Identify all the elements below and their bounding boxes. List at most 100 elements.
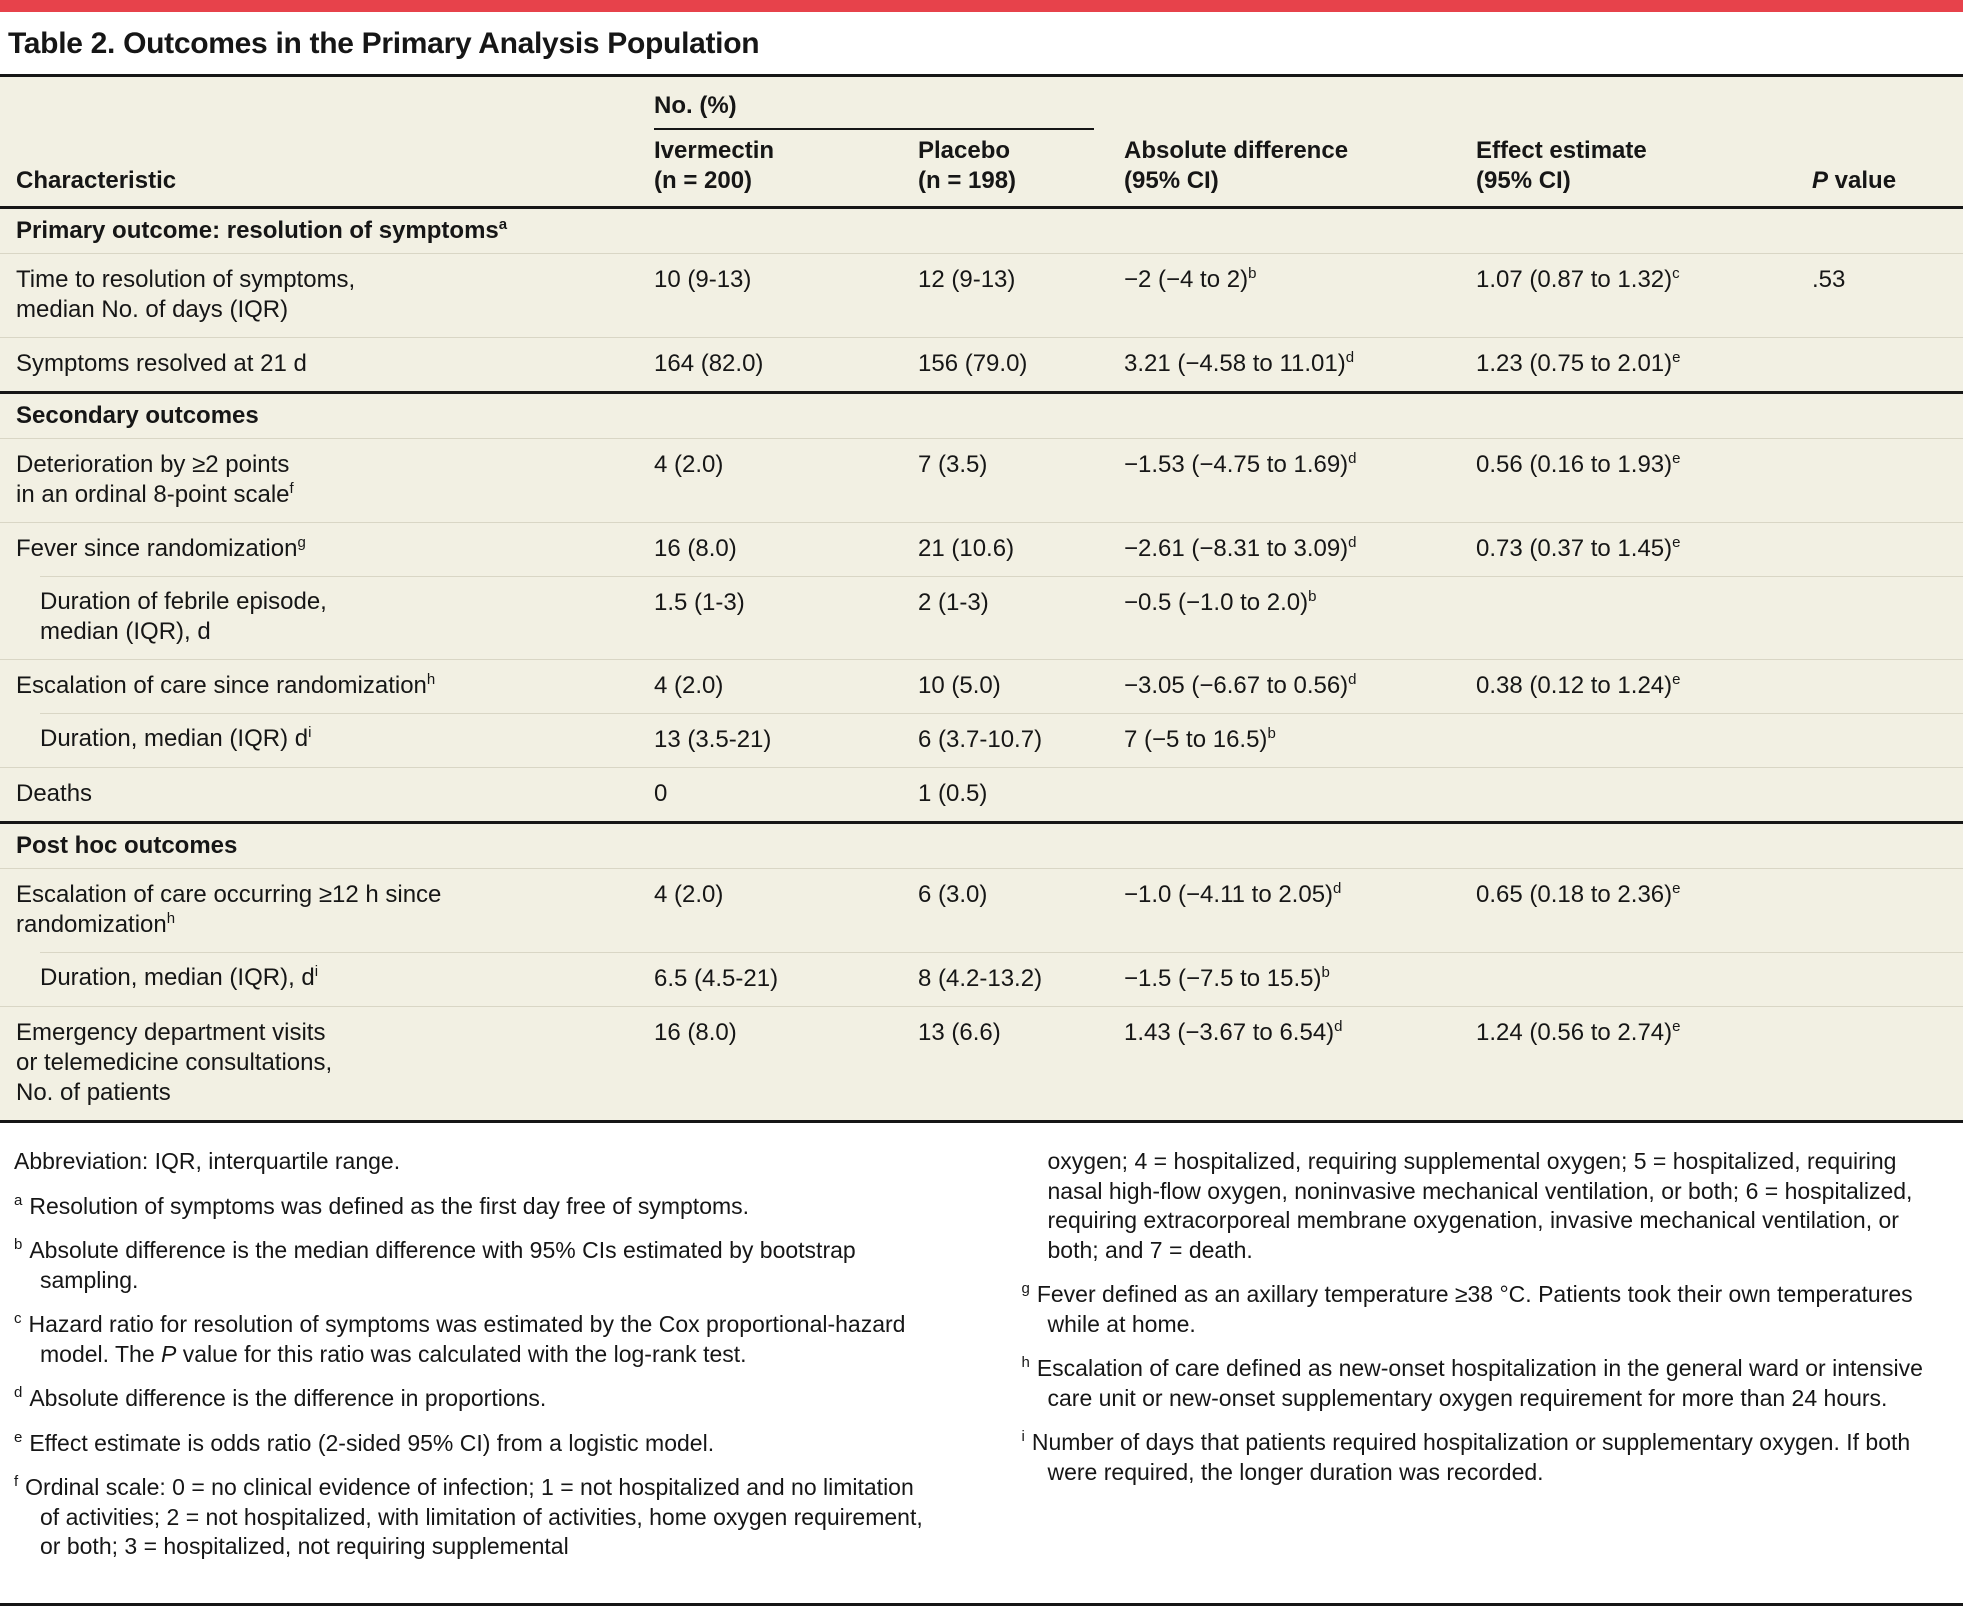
cell-ivermectin: 13 (3.5-21) xyxy=(654,713,918,767)
cell-characteristic: Deaths xyxy=(0,767,654,821)
cell-ivermectin: 1.5 (1-3) xyxy=(654,576,918,659)
cell-absolute-difference: −2.61 (−8.31 to 3.09)d xyxy=(1124,522,1476,576)
footnote-marker: b xyxy=(1321,964,1330,981)
table-row: Escalation of care occurring ≥12 h since… xyxy=(0,868,1963,952)
cell-p-value xyxy=(1812,767,1963,821)
section-row-secondary-outcomes: Secondary outcomes xyxy=(0,391,1963,438)
label-line: median (IQR), d xyxy=(40,618,211,645)
value-text: 1.07 (0.87 to 1.32) xyxy=(1476,266,1673,293)
label-text: Fever since randomization xyxy=(16,535,298,562)
label-text: in an ordinal 8-point scale xyxy=(16,481,290,508)
footnote-letter: e xyxy=(14,1428,23,1446)
footnote-marker: d xyxy=(1333,880,1342,897)
value-text: −1.0 (−4.11 to 2.05) xyxy=(1124,881,1334,908)
col-header-p-value: P value xyxy=(1812,77,1963,209)
cell-effect-estimate: 0.73 (0.37 to 1.45)e xyxy=(1476,522,1812,576)
table-row: Deaths 0 1 (0.5) xyxy=(0,767,1963,821)
col-header-ivermectin: Ivermectin (n = 200) xyxy=(654,130,918,209)
footnote-b: b Absolute difference is the median diffe… xyxy=(14,1236,938,1295)
accent-bar xyxy=(0,0,1963,12)
cell-effect-estimate: 1.07 (0.87 to 1.32)c xyxy=(1476,253,1812,337)
footnote-marker: d xyxy=(1348,671,1357,688)
cell-placebo: 2 (1-3) xyxy=(918,576,1124,659)
cell-absolute-difference: −2 (−4 to 2)b xyxy=(1124,253,1476,337)
outcomes-table: Characteristic No. (%) Absolute differen… xyxy=(0,74,1963,1123)
col-header-placebo-line1: Placebo xyxy=(918,137,1011,164)
value-text: 0.38 (0.12 to 1.24) xyxy=(1476,672,1673,699)
cell-effect-estimate: 0.38 (0.12 to 1.24)e xyxy=(1476,659,1812,713)
cell-absolute-difference: 7 (−5 to 16.5)b xyxy=(1124,713,1476,767)
footnote-f: f Ordinal scale: 0 = no clinical evidence… xyxy=(14,1473,938,1562)
cell-characteristic: Time to resolution of symptoms, median N… xyxy=(0,253,654,337)
footnote-marker: e xyxy=(1672,450,1681,467)
page-title: Table 2. Outcomes in the Primary Analysi… xyxy=(8,27,760,60)
table-row: Symptoms resolved at 21 d 164 (82.0) 156… xyxy=(0,337,1963,391)
footnote-text: Ordinal scale: 0 = no clinical evidence … xyxy=(25,1474,923,1559)
cell-characteristic: Duration of febrile episode, median (IQR… xyxy=(0,576,654,659)
label-line: median No. of days (IQR) xyxy=(16,296,289,323)
col-header-absolute-difference: Absolute difference (95% CI) xyxy=(1124,77,1476,209)
footnote-marker: d xyxy=(1348,450,1357,467)
label-text: Duration, median (IQR), d xyxy=(40,964,315,991)
footnote-marker: d xyxy=(1348,534,1357,551)
section-label: Secondary outcomes xyxy=(0,391,1963,438)
value-text: 1.24 (0.56 to 2.74) xyxy=(1476,1019,1673,1046)
footnote-letter: a xyxy=(14,1191,23,1209)
footnote-f-continued: oxygen; 4 = hospitalized, requiring supp… xyxy=(1047,1148,1913,1263)
cell-placebo: 10 (5.0) xyxy=(918,659,1124,713)
label-line: No. of patients xyxy=(16,1079,171,1106)
cell-effect-estimate: 1.23 (0.75 to 2.01)e xyxy=(1476,337,1812,391)
footnote-marker: a xyxy=(498,216,508,233)
col-header-ivermectin-line1: Ivermectin xyxy=(654,137,775,164)
table-row: Emergency department visits or telemedic… xyxy=(0,1006,1963,1120)
cell-ivermectin: 4 (2.0) xyxy=(654,659,918,713)
footnote-g: g Fever defined as an axillary temperatur… xyxy=(1022,1280,1946,1339)
cell-effect-estimate xyxy=(1476,713,1812,767)
cell-p-value xyxy=(1812,576,1963,659)
cell-effect-estimate: 0.65 (0.18 to 2.36)e xyxy=(1476,868,1812,952)
footnote-letter: g xyxy=(1021,1280,1030,1298)
col-header-absolute-difference-line2: (95% CI) xyxy=(1124,167,1219,194)
cell-absolute-difference: 1.43 (−3.67 to 6.54)d xyxy=(1124,1006,1476,1120)
label-text: Escalation of care since randomization xyxy=(16,672,427,699)
section-row-primary-outcome: Primary outcome: resolution of symptomsa xyxy=(0,209,1963,253)
label-line: Escalation of care occurring ≥12 h since xyxy=(16,881,442,908)
cell-characteristic: Deterioration by ≥2 points in an ordinal… xyxy=(0,438,654,522)
cell-absolute-difference: 3.21 (−4.58 to 11.01)d xyxy=(1124,337,1476,391)
value-text: 0.73 (0.37 to 1.45) xyxy=(1476,535,1673,562)
col-header-ivermectin-line2: (n = 200) xyxy=(654,167,753,194)
footnote-marker: h xyxy=(426,671,436,688)
cell-ivermectin: 10 (9-13) xyxy=(654,253,918,337)
label-line: Emergency department visits xyxy=(16,1019,326,1046)
footnote-letter: f xyxy=(14,1473,19,1491)
label-line: Time to resolution of symptoms, xyxy=(16,266,356,293)
footnote-letter: h xyxy=(1021,1354,1030,1372)
cell-characteristic: Duration, median (IQR), di xyxy=(0,952,654,1006)
label-line: Deterioration by ≥2 points xyxy=(16,451,290,478)
cell-p-value xyxy=(1812,438,1963,522)
cell-effect-estimate: 0.56 (0.16 to 1.93)e xyxy=(1476,438,1812,522)
col-group-no-pct-label: No. (%) xyxy=(654,91,1094,130)
footnote-text: Effect estimate is odds ratio (2-sided 9… xyxy=(29,1429,715,1456)
value-text: −2.61 (−8.31 to 3.09) xyxy=(1124,535,1349,562)
cell-ivermectin: 4 (2.0) xyxy=(654,438,918,522)
label-line: Escalation of care since randomizationh xyxy=(16,671,644,701)
cell-absolute-difference: −1.5 (−7.5 to 15.5)b xyxy=(1124,952,1476,1006)
cell-ivermectin: 16 (8.0) xyxy=(654,1006,918,1120)
label-line: or telemedicine consultations, xyxy=(16,1049,333,1076)
value-text: 0.65 (0.18 to 2.36) xyxy=(1476,881,1673,908)
cell-ivermectin: 6.5 (4.5-21) xyxy=(654,952,918,1006)
col-header-characteristic-label: Characteristic xyxy=(16,167,177,194)
footnote-text: Fever defined as an axillary temperature… xyxy=(1036,1281,1913,1337)
footnote-text: Absolute difference is the difference in… xyxy=(29,1385,547,1411)
cell-p-value xyxy=(1812,337,1963,391)
table-row: Deterioration by ≥2 points in an ordinal… xyxy=(0,438,1963,522)
footnote-e: e Effect estimate is odds ratio (2-sided … xyxy=(14,1429,938,1459)
footnote-marker: c xyxy=(1672,265,1680,282)
footnote-marker: h xyxy=(166,910,176,927)
cell-characteristic: Emergency department visits or telemedic… xyxy=(0,1006,654,1120)
footnote-marker: d xyxy=(1345,349,1355,366)
cell-p-value xyxy=(1812,868,1963,952)
cell-effect-estimate xyxy=(1476,576,1812,659)
footnote-marker: e xyxy=(1672,1018,1681,1035)
